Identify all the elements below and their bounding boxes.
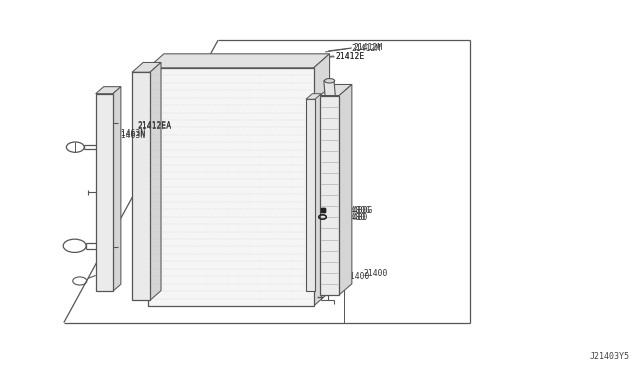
Text: 21412EA: 21412EA xyxy=(138,121,172,129)
Polygon shape xyxy=(132,62,161,72)
Ellipse shape xyxy=(324,78,335,83)
Polygon shape xyxy=(132,72,150,301)
Polygon shape xyxy=(96,94,113,291)
Text: 21412E: 21412E xyxy=(336,52,365,61)
Text: 21480: 21480 xyxy=(342,212,366,221)
Polygon shape xyxy=(324,81,335,96)
Text: 21463N: 21463N xyxy=(116,131,145,140)
Polygon shape xyxy=(339,84,352,295)
Polygon shape xyxy=(320,96,339,295)
Text: 21400: 21400 xyxy=(346,272,370,281)
Text: 21400: 21400 xyxy=(364,269,388,278)
Text: 21480G: 21480G xyxy=(342,206,371,215)
Polygon shape xyxy=(306,99,315,291)
Text: 21412M: 21412M xyxy=(354,44,383,52)
Text: 21412E: 21412E xyxy=(336,52,365,61)
Polygon shape xyxy=(320,84,352,96)
Polygon shape xyxy=(306,94,321,99)
Text: 21463N: 21463N xyxy=(116,129,145,138)
Text: 21480G: 21480G xyxy=(343,206,372,215)
Text: 21412EA: 21412EA xyxy=(138,122,172,131)
Polygon shape xyxy=(314,54,330,306)
Polygon shape xyxy=(148,54,330,68)
Text: 21480: 21480 xyxy=(343,212,367,221)
Text: 21412M: 21412M xyxy=(352,44,381,53)
Polygon shape xyxy=(150,62,161,301)
Text: J21403Y5: J21403Y5 xyxy=(589,352,629,361)
Polygon shape xyxy=(96,87,121,94)
Polygon shape xyxy=(148,68,314,306)
Polygon shape xyxy=(113,87,121,291)
